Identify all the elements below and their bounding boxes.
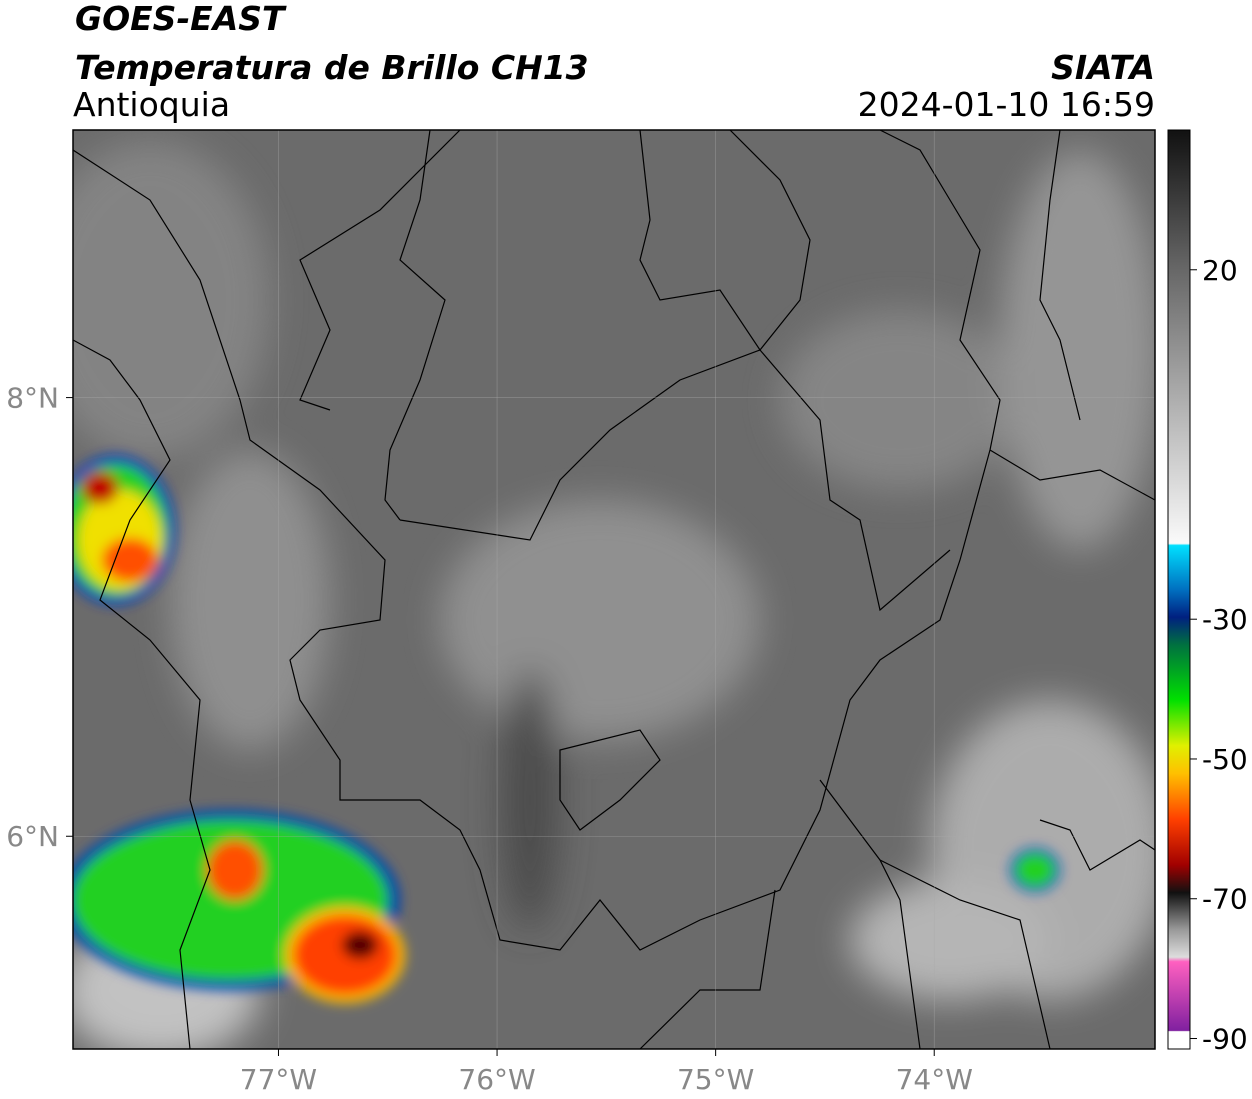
x-tick-label: 77°W [240,1063,317,1096]
x-tick-label: 75°W [677,1063,754,1096]
satellite-image [73,130,1155,1049]
colorbar [1167,129,1191,1050]
colorbar-tick-label: 20 [1202,254,1238,287]
colorbar-tick-label: -30 [1202,603,1248,636]
map-frame [72,129,1156,1050]
source: SIATA [1051,48,1155,87]
colorbar-tick-label: -90 [1202,1023,1248,1056]
title: GOES-EAST [75,0,287,38]
borders [73,130,1155,1049]
y-tick-label: 8°N [6,382,59,415]
x-tick-label: 74°W [896,1063,973,1096]
datetime: 2024-01-10 16:59 [858,85,1155,124]
region: Antioquia [73,85,230,124]
colorbar-tick-label: -50 [1202,743,1248,776]
colorbar-tick-label: -70 [1202,883,1248,916]
subtitle: Temperatura de Brillo CH13 [75,48,589,87]
x-tick-label: 76°W [458,1063,535,1096]
y-tick-label: 6°N [6,820,59,853]
